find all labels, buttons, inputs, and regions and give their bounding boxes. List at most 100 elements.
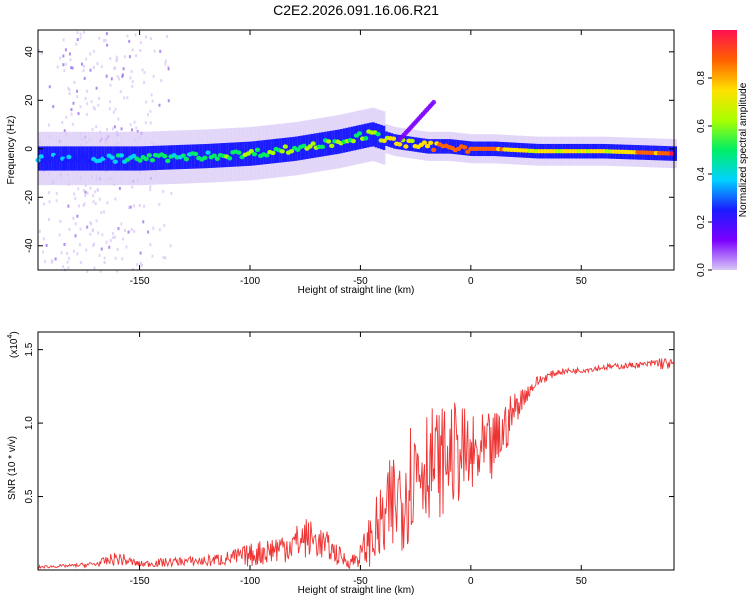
spectrogram-ridge-point (251, 151, 258, 157)
spectrogram-speckle (162, 255, 165, 259)
spectrogram-speckle (119, 90, 122, 94)
spectrogram-branch-point (431, 99, 437, 105)
spectrogram-ridge-point (381, 138, 387, 144)
spectrogram-band (234, 142, 238, 167)
spectrogram-band (151, 145, 155, 171)
spectrogram-x-tick-label: -100 (240, 276, 260, 287)
spectrogram-speckle (71, 122, 74, 126)
spectrogram-speckle (63, 242, 66, 246)
spectrogram-speckle (79, 227, 82, 231)
snr-multiplier-exponent: 4 (7, 335, 14, 339)
spectrogram-band (257, 140, 261, 165)
spectrogram-speckle (91, 127, 94, 131)
spectrogram-speckle (158, 103, 161, 107)
spectrogram-speckle (99, 269, 102, 273)
spectrogram-ridge-point (356, 131, 363, 136)
spectrogram-band (106, 146, 110, 171)
spectrogram-ridge-point (149, 158, 155, 163)
spectrogram-ridge-point (112, 159, 118, 164)
spectrogram-speckle (93, 242, 96, 246)
snr-panel: -150 -100 -50 0 50 0.5 1.0 1.5 Height of straig… (7, 331, 675, 596)
spectrogram-speckle (153, 49, 156, 53)
spectrogram-speckle (67, 86, 70, 90)
spectrogram-speckle (62, 265, 65, 269)
spectrogram-speckle (136, 130, 139, 134)
spectrogram-speckle (101, 233, 104, 237)
spectrogram-band (250, 141, 253, 166)
spectrogram-speckle (145, 100, 148, 104)
spectrogram-speckle (113, 125, 116, 129)
spectrogram-band (390, 133, 394, 148)
spectrogram-ridge-point (282, 144, 288, 149)
spectrogram-speckle (143, 80, 146, 84)
spectrogram-speckle (158, 228, 161, 232)
spectrogram-speckle (62, 63, 65, 67)
spectrogram-speckle (164, 62, 167, 66)
spectrogram-ridge-point (44, 154, 50, 159)
spectrogram-speckle (76, 31, 79, 35)
colorbar-tick-label: 0.4 (696, 167, 707, 181)
spectrogram-ridge-point (214, 156, 220, 162)
spectrogram-band (329, 130, 333, 156)
spectrogram-ridge-point (431, 147, 437, 153)
spectrogram-band (120, 146, 124, 171)
spectrogram-ticks: -150 -100 -50 0 50 -40 -20 0 20 40 (24, 30, 674, 287)
svg-text:(x104): (x104) (7, 331, 20, 358)
spectrogram-speckle (149, 37, 152, 41)
spectrogram-speckle (68, 227, 71, 231)
spectrogram-band (255, 140, 259, 166)
spectrogram-speckle (108, 245, 111, 249)
spectrogram-speckle (78, 204, 81, 208)
spectrogram-band (189, 144, 193, 169)
snr-x-axis-label: Height of straight line (km) (298, 585, 415, 596)
spectrogram-speckle (38, 229, 41, 233)
spectrogram-speckle (164, 59, 167, 63)
spectrogram-speckle (64, 48, 67, 52)
spectrogram-speckle (106, 201, 109, 205)
spectrogram-ridge-point (326, 139, 332, 144)
spectrogram-speckle (97, 231, 100, 235)
spectrogram-speckle (70, 112, 73, 116)
spectrogram-band (154, 145, 158, 171)
spectrogram-speckle (60, 251, 63, 255)
spectrogram-ridge-point (421, 140, 428, 145)
spectrogram-ridge-point (81, 155, 87, 160)
spectrogram-speckle (56, 65, 59, 69)
spectrogram-speckle (43, 202, 46, 206)
spectrogram-speckle (48, 191, 51, 195)
spectrogram-ridge-point (264, 153, 270, 158)
spectrogram-band (401, 135, 405, 150)
spectrogram-ridge-point (350, 138, 356, 144)
spectrogram-speckle (90, 100, 93, 104)
snr-y-multiplier: (x104) (7, 331, 20, 358)
spectrogram-speckle (110, 77, 113, 81)
spectrogram-ridge-point (143, 156, 149, 162)
spectrogram-speckle (79, 36, 82, 40)
spectrogram-speckle (117, 77, 120, 81)
colorbar: 0.0 0.2 0.4 0.6 0.8 Normalized spectral ampl… (696, 30, 749, 277)
spectrogram-speckle (86, 269, 89, 273)
spectrogram-speckle (48, 200, 51, 204)
spectrogram-speckle (126, 96, 129, 100)
spectrogram-speckle (129, 123, 132, 127)
spectrogram-speckle (117, 117, 120, 121)
spectrogram-ridge-point (375, 131, 381, 137)
spectrogram-speckle (131, 48, 134, 52)
spectrogram-speckle (77, 187, 80, 191)
snr-x-tick-label: 50 (576, 576, 588, 587)
snr-ticks: -150 -100 -50 0 50 0.5 1.0 1.5 (24, 332, 674, 587)
spectrogram-band (403, 135, 407, 151)
spectrogram-speckle (82, 203, 85, 207)
spectrogram-speckle (139, 251, 142, 255)
spectrogram-speckle (89, 232, 92, 236)
spectrogram-speckle (152, 74, 155, 78)
spectrogram-speckle (76, 89, 79, 93)
spectrogram-speckle (73, 81, 76, 85)
colorbar-tick-label: 0.0 (696, 263, 707, 277)
spectrogram-ridge-point (183, 156, 189, 162)
spectrogram-ridge-point (75, 158, 81, 163)
spectrogram-speckle (68, 52, 71, 56)
snr-x-tick-label: -150 (130, 576, 150, 587)
spectrogram-speckle (59, 56, 62, 60)
spectrogram-speckle (67, 204, 70, 208)
